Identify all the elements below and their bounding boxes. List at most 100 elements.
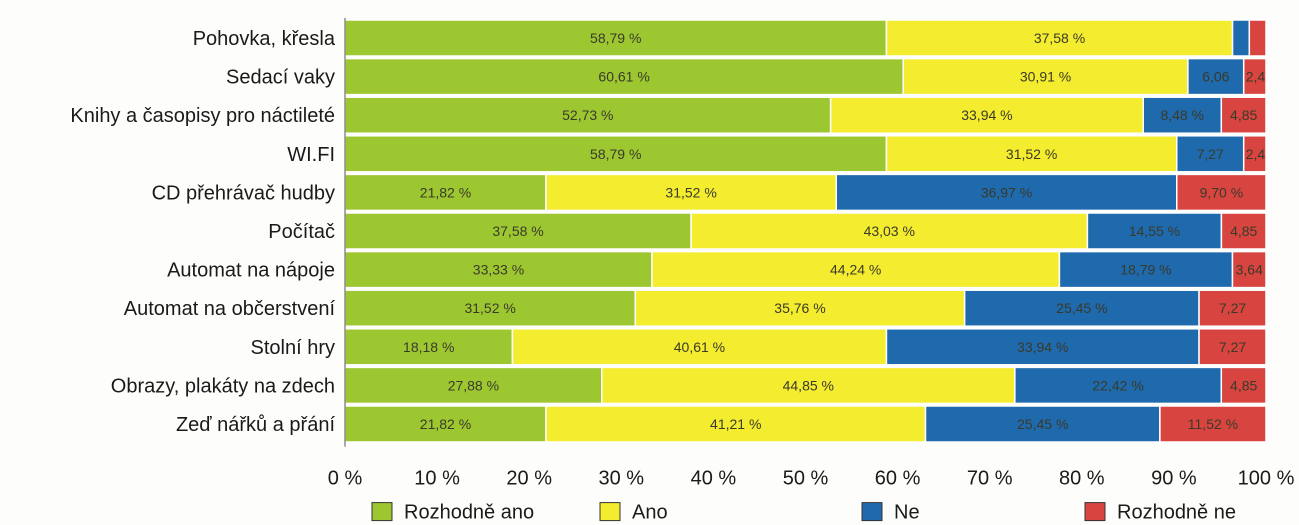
category-label: Pohovka, křesla (193, 28, 336, 50)
bar-value-label: 33,33 % (473, 262, 524, 278)
bar-segment (1242, 135, 1266, 173)
x-tick-label: 10 % (414, 468, 460, 490)
category-label: Knihy a časopisy pro náctileté (70, 105, 335, 127)
bar-value-label: 25,45 % (1017, 416, 1068, 432)
x-tick-label: 90 % (1151, 468, 1197, 490)
bar-segment (902, 57, 1189, 96)
category-label: Sedací vaky (226, 67, 335, 89)
bar-segment (1176, 173, 1266, 212)
x-tick-label: 30 % (599, 468, 645, 490)
category-label: Obrazy, plakáty na zdech (111, 375, 335, 397)
bar-segment (1176, 135, 1245, 173)
bar-value-label: 18,79 % (1120, 262, 1171, 278)
bar-value-label: 7,27 (1219, 300, 1246, 316)
bar-segment (690, 212, 1089, 250)
bar-segment (885, 328, 1200, 366)
category-label: CD přehrávač hudby (152, 182, 335, 204)
legend-label: Ano (632, 502, 668, 524)
bar-value-label: 60,61 % (598, 69, 649, 85)
bar-segment (345, 96, 832, 134)
bar-segment (511, 328, 888, 366)
bar-value-label: 2,42 (1246, 146, 1273, 162)
bar-value-label: 31,52 % (665, 184, 716, 200)
bar-value-label: 21,82 % (420, 416, 471, 432)
bar-value-label: 27,88 % (448, 377, 499, 393)
bar-segment (545, 173, 838, 212)
bar-segment (885, 19, 1234, 57)
bar-value-label: 7,27 (1219, 339, 1246, 355)
category-label: Automat na nápoje (167, 260, 335, 282)
bar-value-label: 33,94 % (961, 107, 1012, 123)
bar-segment (1198, 328, 1266, 366)
x-tick-label: 70 % (967, 468, 1013, 490)
bar-value-label: 25,45 % (1056, 300, 1107, 316)
x-tick-label: 0 % (328, 468, 363, 490)
bar-segment (829, 96, 1144, 134)
legend-label: Ne (894, 502, 920, 524)
bar-value-label: 2,42 (1246, 69, 1273, 85)
bar-segment (1231, 250, 1266, 289)
bar-segment (1231, 19, 1251, 57)
x-tick-label: 40 % (691, 468, 737, 490)
bar-value-label: 9,70 % (1200, 184, 1244, 200)
bar-segment (345, 135, 888, 173)
bar-segment (345, 212, 692, 250)
bar-value-label: 31,52 % (464, 300, 515, 316)
category-label: Stolní hry (251, 337, 335, 359)
bar-segment (1142, 96, 1223, 134)
bar-value-label: 4,85 (1230, 377, 1257, 393)
category-label: Automat na občerstvení (124, 298, 336, 320)
bar-value-label: 37,58 % (492, 223, 543, 239)
bar-value-label: 52,73 % (562, 107, 613, 123)
bar-value-label: 7,27 (1197, 146, 1224, 162)
legend-swatch (371, 502, 393, 522)
bar-segment (1220, 366, 1266, 405)
bar-value-label: 18,18 % (403, 339, 454, 355)
bar-segment (651, 250, 1061, 289)
bar-value-label: 30,91 % (1020, 69, 1071, 85)
bar-segment (885, 135, 1178, 173)
bar-segment (345, 173, 547, 212)
bar-value-label: 58,79 % (590, 146, 641, 162)
bar-segment (634, 289, 966, 327)
legend-swatch (861, 502, 883, 522)
bar-segment (345, 405, 547, 443)
bar-segment (1220, 96, 1266, 134)
bar-value-label: 33,94 % (1017, 339, 1068, 355)
x-tick-label: 20 % (506, 468, 552, 490)
bar-segment (345, 289, 637, 327)
bar-value-label: 8,48 % (1160, 107, 1204, 123)
x-tick-label: 80 % (1059, 468, 1105, 490)
bar-segment (1014, 366, 1223, 405)
legend-swatch (599, 502, 621, 522)
bar-value-label: 31,52 % (1006, 146, 1057, 162)
bar-value-label: 11,52 % (1188, 416, 1238, 432)
category-label: WI.FI (287, 144, 335, 166)
bar-value-label: 44,85 % (783, 377, 834, 393)
bar-value-label: 3,64 (1236, 262, 1263, 278)
bar-value-label: 4,85 (1230, 107, 1257, 123)
category-label: Počítač (268, 221, 335, 243)
legend-label: Rozhodně ano (404, 502, 534, 524)
bar-segment (1159, 405, 1266, 443)
bar-segment (1248, 19, 1266, 57)
legend-swatch (1084, 502, 1106, 522)
bar-value-label: 4,85 (1230, 223, 1257, 239)
bar-segment (345, 57, 904, 96)
x-tick-label: 100 % (1238, 468, 1295, 490)
x-tick-label: 60 % (875, 468, 921, 490)
x-tick-label: 50 % (783, 468, 829, 490)
legend-label: Rozhodně ne (1117, 502, 1236, 524)
bar-value-label: 58,79 % (590, 30, 641, 46)
category-label: Zeď nářků a přání (176, 414, 335, 436)
bar-segment (1242, 57, 1266, 96)
bar-value-label: 6,06 (1202, 69, 1229, 85)
bar-segment (1198, 289, 1266, 327)
bar-value-label: 37,58 % (1034, 30, 1085, 46)
bar-segment (1220, 212, 1266, 250)
bar-value-label: 41,21 % (710, 416, 761, 432)
bar-value-label: 43,03 % (864, 223, 915, 239)
bar-segment (963, 289, 1200, 327)
bar-segment (345, 250, 653, 289)
